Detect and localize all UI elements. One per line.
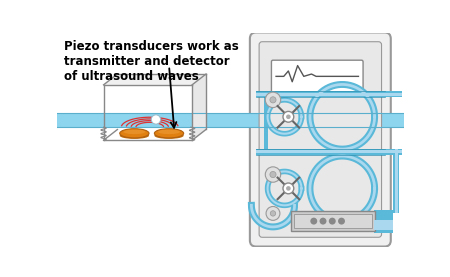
Circle shape bbox=[266, 206, 280, 220]
Circle shape bbox=[320, 218, 327, 225]
Bar bbox=[383, 150, 402, 153]
Bar bbox=[104, 85, 192, 140]
Bar bbox=[265, 93, 288, 95]
Bar bbox=[256, 93, 385, 96]
Bar bbox=[58, 113, 104, 127]
Bar bbox=[256, 150, 385, 153]
Bar bbox=[294, 214, 372, 228]
Bar bbox=[395, 149, 398, 213]
Circle shape bbox=[283, 183, 294, 194]
Bar bbox=[383, 91, 402, 97]
Bar bbox=[264, 97, 268, 149]
Bar bbox=[256, 149, 385, 155]
Circle shape bbox=[286, 186, 291, 191]
Circle shape bbox=[310, 218, 317, 225]
Circle shape bbox=[270, 171, 276, 178]
Bar bbox=[265, 150, 288, 154]
FancyBboxPatch shape bbox=[250, 32, 391, 247]
Bar bbox=[374, 220, 393, 230]
Circle shape bbox=[270, 211, 276, 216]
Bar bbox=[291, 211, 375, 231]
Bar bbox=[383, 93, 402, 96]
Bar bbox=[104, 113, 192, 127]
Polygon shape bbox=[192, 74, 206, 140]
Circle shape bbox=[286, 114, 291, 119]
Bar bbox=[256, 91, 385, 97]
Ellipse shape bbox=[158, 129, 180, 134]
Ellipse shape bbox=[154, 129, 184, 138]
Bar bbox=[383, 149, 402, 155]
Bar bbox=[393, 149, 399, 213]
Circle shape bbox=[270, 97, 276, 103]
Circle shape bbox=[329, 218, 336, 225]
FancyBboxPatch shape bbox=[259, 42, 382, 237]
Ellipse shape bbox=[120, 129, 149, 138]
Text: Piezo transducers work as
transmitter and detector
of ultrasound waves: Piezo transducers work as transmitter an… bbox=[63, 40, 238, 83]
Polygon shape bbox=[104, 74, 206, 85]
Bar bbox=[374, 210, 393, 233]
Circle shape bbox=[151, 115, 161, 124]
Bar bbox=[265, 92, 288, 96]
Ellipse shape bbox=[120, 132, 149, 139]
Ellipse shape bbox=[123, 129, 145, 134]
Circle shape bbox=[266, 92, 281, 107]
FancyBboxPatch shape bbox=[271, 60, 363, 93]
Bar bbox=[265, 151, 288, 153]
Bar bbox=[192, 113, 404, 127]
Ellipse shape bbox=[154, 132, 184, 139]
Circle shape bbox=[338, 218, 345, 225]
Circle shape bbox=[283, 111, 294, 122]
Circle shape bbox=[266, 167, 281, 182]
